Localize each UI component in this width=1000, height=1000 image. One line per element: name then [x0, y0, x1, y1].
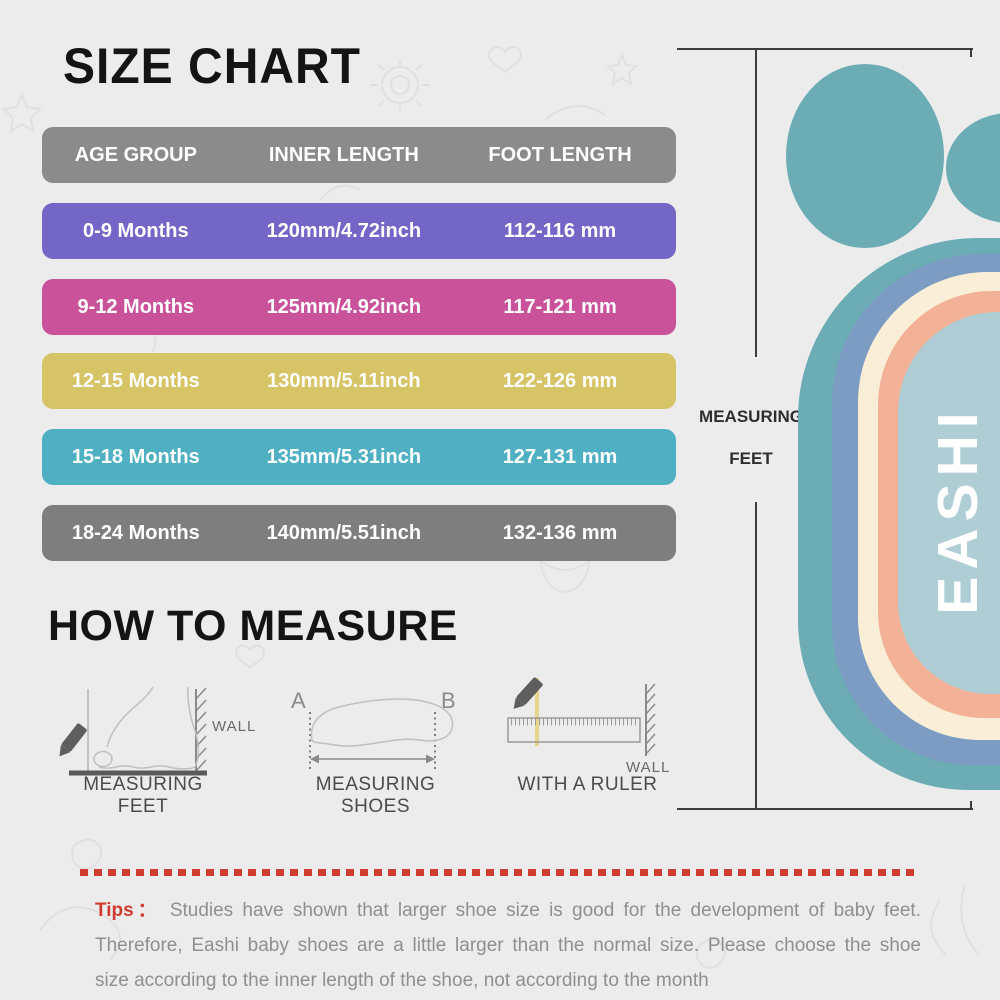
cell-inner-length: 125mm/4.92inch [266, 295, 422, 318]
measuring-feet-illustration: WALL [59, 686, 256, 776]
pencil-icon [59, 723, 87, 757]
cell-age-group: 18-24 Months [71, 521, 200, 544]
measure-tick-bottom [970, 801, 972, 810]
measure-line-bottom [677, 808, 973, 810]
brand-logo-text: EASHI [926, 405, 990, 615]
pencil-icon [513, 677, 543, 709]
cell-foot-length: 117-121 mm [503, 295, 617, 318]
cell-age-group: 9-12 Months [77, 295, 195, 318]
header-inner-length: INNER LENGTH [268, 143, 419, 166]
cell-inner-length: 130mm/5.11inch [267, 369, 421, 392]
tips-prefix: Tips： [95, 900, 161, 921]
table-row: 9-12 Months 125mm/4.92inch 117-121 mm [42, 279, 676, 335]
point-b-label: B [441, 688, 456, 713]
cell-foot-length: 132-136 mm [502, 521, 618, 544]
caption-measuring-shoes: MEASURING SHOES [315, 774, 436, 817]
cell-inner-length: 120mm/4.72inch [266, 219, 422, 242]
tips-text-1: Studies have shown that larger shoe size… [169, 900, 921, 921]
big-toe-outline [93, 750, 113, 768]
wall-hatch [195, 687, 207, 772]
cell-foot-length: 122-126 mm [502, 369, 618, 392]
measure-line-vertical-upper [755, 49, 757, 357]
cell-age-group: 0-9 Months [83, 219, 189, 242]
measuring-shoes-illustration: A B [291, 688, 456, 772]
dashed-divider [80, 869, 920, 876]
tips-paragraph: Tips： Studies have shown that larger sho… [95, 893, 921, 998]
cell-age-group: 15-18 Months [71, 445, 200, 468]
caption-measuring-feet: MEASURING FEET [83, 774, 203, 817]
shoe-sole-outline [310, 698, 454, 747]
cell-inner-length: 140mm/5.51inch [266, 521, 422, 544]
cell-foot-length: 127-131 mm [502, 445, 618, 468]
table-row: 15-18 Months 135mm/5.31inch 127-131 mm [42, 429, 676, 485]
page-title: SIZE CHART [63, 39, 361, 95]
ruler-body [507, 717, 641, 743]
measure-line-vertical-lower [755, 502, 757, 810]
tips-line-3: size according to the inner length of th… [95, 970, 709, 991]
measuring-feet-label-line2: FEET [729, 449, 773, 468]
foot-outline [98, 686, 200, 770]
cell-age-group: 12-15 Months [71, 369, 200, 392]
with-a-ruler-illustration: WALL [507, 677, 670, 776]
table-row: 12-15 Months 130mm/5.11inch 122-126 mm [42, 353, 676, 409]
point-a-label: A [291, 688, 306, 713]
tips-line-2: Therefore, Eashi baby shoes are a little… [95, 935, 921, 956]
header-age-group: AGE GROUP [74, 143, 197, 166]
measuring-feet-label: MEASURING FEET [695, 396, 807, 480]
how-to-measure-title: HOW TO MEASURE [48, 602, 458, 650]
table-header-row: AGE GROUP INNER LENGTH FOOT LENGTH [42, 127, 676, 183]
measure-tick-top [970, 48, 972, 57]
footprint-layer-inner [898, 312, 1000, 694]
measure-line-top [677, 48, 973, 50]
wall-hatch [645, 683, 656, 755]
table-row: 18-24 Months 140mm/5.51inch 132-136 mm [42, 505, 676, 561]
measuring-feet-label-line1: MEASURING [699, 407, 803, 426]
caption-with-a-ruler: WITH A RULER [517, 774, 658, 795]
footprint-big-toe [786, 64, 944, 248]
wall-label: WALL [212, 718, 256, 735]
cell-foot-length: 112-116 mm [503, 219, 617, 242]
wall-label: WALL [626, 759, 670, 776]
tips-line-1: Tips： Studies have shown that larger sho… [95, 893, 921, 928]
header-foot-length: FOOT LENGTH [488, 143, 632, 166]
cell-inner-length: 135mm/5.31inch [266, 445, 422, 468]
table-row: 0-9 Months 120mm/4.72inch 112-116 mm [42, 203, 676, 259]
